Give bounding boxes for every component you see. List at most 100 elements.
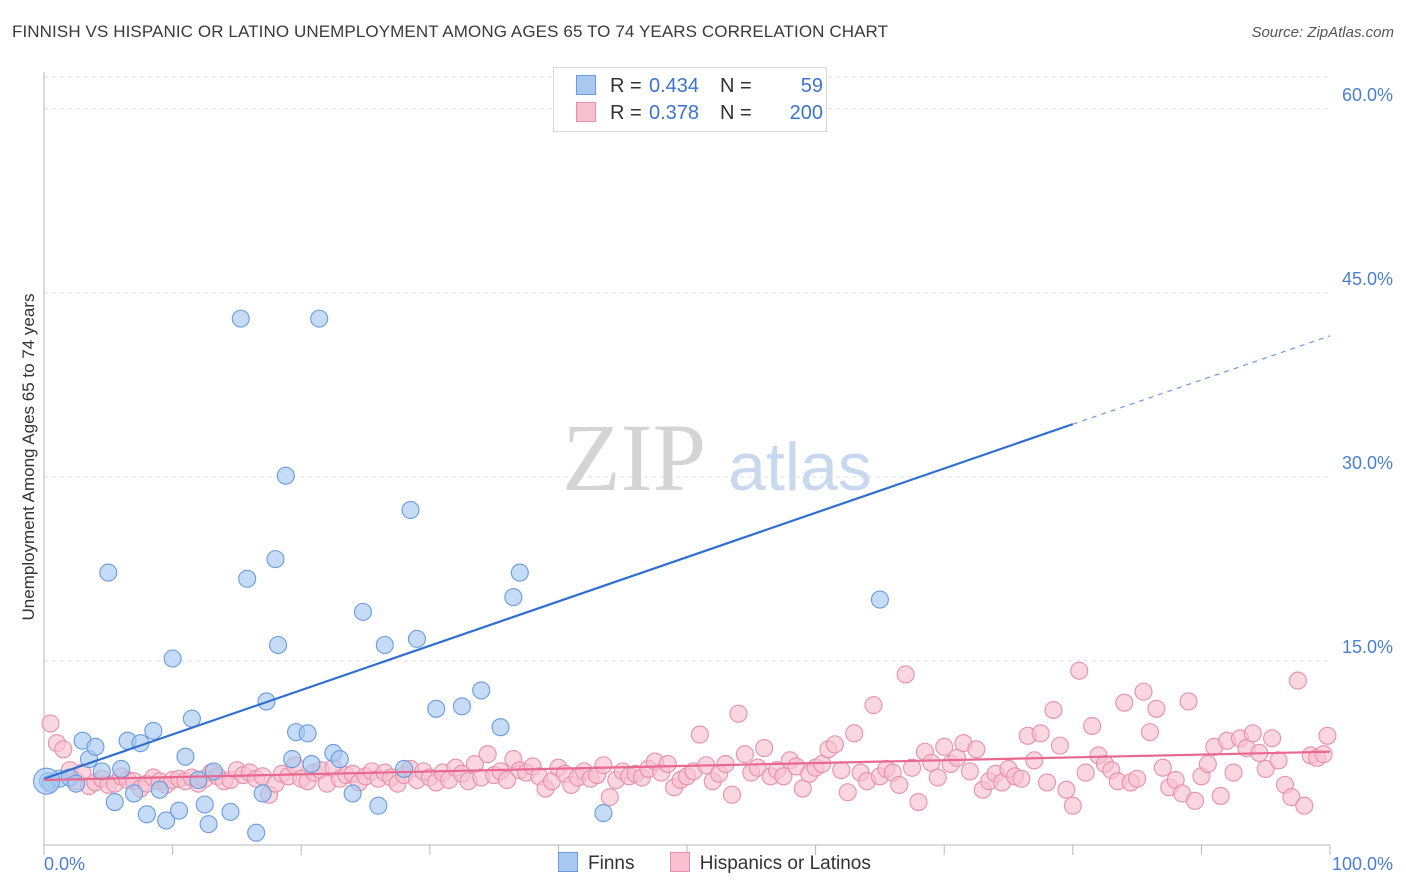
- correlation-legend: R = 0.434 N = 59 R = 0.378 N = 200: [553, 67, 827, 132]
- hispanics-point: [1044, 700, 1063, 720]
- finns-point: [375, 635, 394, 655]
- finns-point: [472, 681, 491, 700]
- hispanics-point: [825, 735, 844, 754]
- finns-point: [221, 802, 240, 821]
- finns-point: [369, 796, 388, 815]
- legend-item-hispanics: Hispanics or Latinos: [669, 852, 871, 875]
- tick-labels: 15.0% 30.0% 45.0% 60.0% 0.0% 100.0%: [44, 85, 1393, 874]
- finns-point: [452, 697, 472, 716]
- finns-point: [302, 754, 321, 774]
- legend-r-value: 0.434: [649, 75, 700, 97]
- finns-point: [99, 563, 118, 582]
- hispanics-point: [902, 758, 922, 777]
- legend-r-label: R =: [610, 75, 642, 97]
- finns-point: [92, 762, 111, 781]
- finns-point: [231, 309, 250, 328]
- finns-point: [189, 770, 208, 790]
- grid: [44, 76, 1330, 662]
- hispanics-point: [1115, 693, 1134, 712]
- finns-point: [353, 602, 372, 621]
- hispanics-point: [1128, 769, 1147, 788]
- hispanics-point: [1153, 758, 1172, 777]
- watermark-zip: ZIP: [562, 404, 706, 511]
- finns-point: [137, 805, 156, 824]
- finns-point: [144, 721, 163, 740]
- legend-swatch-hispanics: [669, 852, 690, 872]
- hispanics-point: [935, 737, 954, 756]
- hispanics-point: [1140, 723, 1160, 742]
- finns-point: [283, 750, 302, 769]
- hispanics-point: [1076, 763, 1095, 782]
- hispanics-point: [1185, 791, 1205, 810]
- hispanics-point: [594, 756, 613, 775]
- legend-row-hispanics: R = 0.378 N = 200: [576, 102, 823, 128]
- hispanics-point: [1263, 729, 1282, 748]
- finns-point: [343, 784, 362, 803]
- hispanics-point: [54, 740, 73, 759]
- hispanics-point: [1147, 699, 1166, 718]
- hispanics-point: [832, 761, 851, 780]
- legend-swatch-hispanics: [576, 102, 596, 122]
- hispanics-point: [960, 762, 979, 781]
- legend-r-label: R =: [610, 102, 642, 124]
- hispanics-point: [1012, 769, 1031, 788]
- hispanics-point: [1038, 773, 1057, 792]
- hispanics-point: [1314, 745, 1333, 764]
- trend-lines: [43, 335, 1331, 782]
- legend-n-label: N =: [720, 75, 752, 97]
- finns-point: [491, 718, 510, 737]
- finns-point: [253, 784, 272, 803]
- legend-swatch-finns: [558, 852, 578, 872]
- hispanics-point: [1134, 682, 1153, 701]
- finns-point: [504, 588, 523, 607]
- finns-point: [870, 590, 889, 609]
- finns-point: [176, 747, 195, 766]
- y-tick-label: 30.0%: [1342, 453, 1393, 473]
- legend-n-label: N =: [720, 102, 752, 124]
- finns-point: [157, 811, 176, 830]
- finns-point: [86, 737, 105, 756]
- finns-point: [298, 724, 317, 743]
- series-hispanics-points: [41, 661, 1337, 815]
- hispanics-point: [909, 793, 928, 812]
- hispanics-point: [1269, 751, 1288, 770]
- y-tick-label: 60.0%: [1342, 85, 1393, 105]
- finns-point: [427, 699, 446, 718]
- legend-swatch-finns: [576, 75, 596, 95]
- hispanics-point: [735, 745, 754, 764]
- hispanics-point: [1057, 780, 1076, 799]
- hispanics-point: [1288, 671, 1307, 690]
- hispanics-point: [1063, 796, 1082, 815]
- finns-point: [199, 815, 218, 834]
- finns-point: [67, 774, 86, 793]
- hispanics-point: [774, 767, 793, 786]
- hispanics-point: [1295, 796, 1314, 815]
- finns-point: [169, 801, 189, 820]
- hispanics-point: [1224, 763, 1243, 782]
- hispanics-point: [967, 740, 986, 759]
- hispanics-point: [722, 785, 742, 804]
- hispanics-point: [755, 739, 774, 758]
- hispanics-point: [690, 725, 709, 744]
- legend-n-value: 59: [800, 75, 823, 97]
- watermark-atlas: atlas: [728, 429, 872, 505]
- legend-row-finns: R = 0.434 N = 59: [576, 75, 823, 101]
- y-axis-label: Unemployment Among Ages 65 to 74 years: [19, 294, 38, 621]
- finns-point: [594, 804, 613, 823]
- finns-point: [238, 569, 257, 588]
- hispanics-point: [1179, 692, 1198, 711]
- finns-point: [276, 466, 295, 485]
- finns-point: [195, 795, 214, 814]
- hispanics-point: [896, 665, 915, 684]
- axes: [43, 72, 1331, 855]
- finns-point: [310, 309, 329, 328]
- hispanics-point: [845, 724, 864, 743]
- hispanics-point: [1025, 751, 1044, 770]
- legend-n-value: 200: [789, 102, 823, 124]
- hispanics-point: [1243, 724, 1262, 743]
- finns-point: [150, 780, 169, 799]
- finns-point: [330, 750, 349, 769]
- hispanics-point: [1050, 736, 1069, 755]
- chart-title: FINNISH VS HISPANIC OR LATINO UNEMPLOYME…: [12, 22, 889, 41]
